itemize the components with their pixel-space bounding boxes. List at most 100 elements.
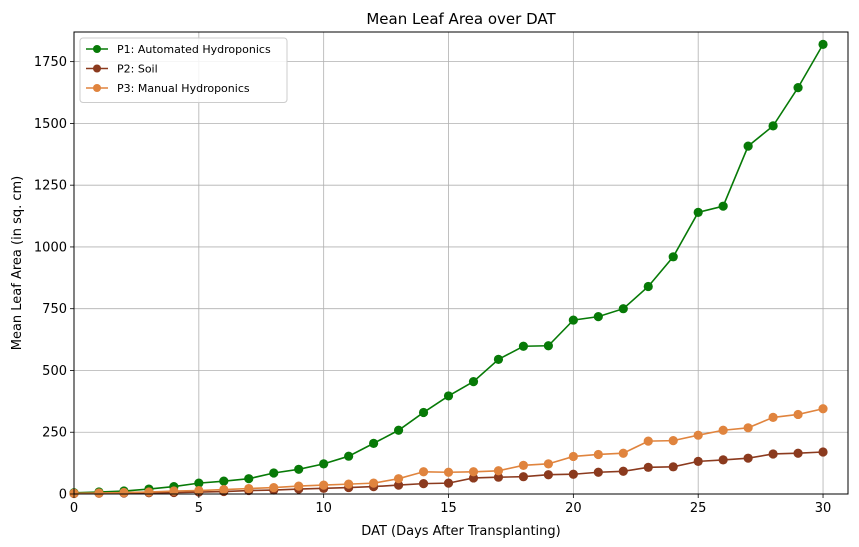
data-point [244, 474, 254, 484]
data-point [718, 201, 728, 211]
x-axis-title: DAT (Days After Transplanting) [361, 524, 560, 539]
data-point [618, 466, 628, 476]
x-tick-label: 15 [440, 501, 457, 516]
data-point [643, 462, 653, 472]
data-point [593, 312, 603, 322]
data-point [568, 451, 578, 462]
data-point [418, 479, 429, 489]
data-point [743, 423, 753, 433]
data-series [69, 39, 828, 499]
data-point [443, 478, 454, 488]
y-tick-label: 750 [42, 302, 67, 317]
data-point [543, 459, 553, 469]
data-point [468, 376, 479, 387]
data-point [768, 449, 778, 459]
data-point [743, 141, 753, 151]
data-point [269, 468, 279, 478]
y-tick-label: 250 [42, 426, 67, 441]
data-point [593, 467, 603, 477]
series-3 [69, 404, 828, 498]
y-tick-label: 1750 [34, 55, 67, 70]
data-point [493, 472, 504, 482]
chart-title: Mean Leaf Area over DAT [366, 10, 556, 28]
data-point [693, 430, 703, 440]
x-tick-label: 30 [815, 501, 832, 516]
legend-marker [93, 84, 101, 92]
data-point [543, 341, 553, 351]
data-point [668, 462, 678, 472]
legend-item: P1: Automated Hydroponics [86, 43, 271, 56]
data-point [743, 453, 753, 463]
data-point [593, 449, 603, 460]
data-point [718, 455, 728, 465]
data-point [518, 341, 529, 351]
data-point [768, 121, 778, 131]
data-point [194, 478, 204, 488]
data-point [793, 448, 803, 458]
data-point [693, 456, 703, 466]
data-point [793, 82, 803, 93]
x-tick-label: 5 [195, 501, 203, 516]
data-point [818, 39, 828, 49]
data-point [319, 459, 329, 469]
data-point [219, 484, 229, 495]
x-tick-label: 10 [315, 501, 332, 516]
legend-marker [93, 45, 101, 53]
data-point [618, 304, 628, 314]
data-point [668, 252, 678, 262]
data-point [793, 409, 803, 420]
legend-item: P2: Soil [86, 63, 158, 76]
data-point [344, 479, 354, 489]
data-point [493, 354, 504, 364]
data-point [443, 391, 454, 401]
y-tick-label: 1000 [34, 240, 67, 255]
data-point [369, 438, 379, 448]
legend-label: P2: Soil [117, 63, 158, 76]
data-point [568, 315, 578, 325]
data-point [369, 478, 379, 488]
x-tick-label: 0 [70, 501, 78, 516]
data-point [169, 486, 179, 496]
data-point [818, 447, 828, 457]
data-point [194, 485, 204, 496]
data-point [294, 464, 304, 474]
data-point [418, 467, 429, 477]
legend-label: P3: Manual Hydroponics [117, 82, 250, 95]
data-point [668, 436, 678, 446]
y-tick-label: 500 [42, 364, 67, 379]
legend-box [79, 37, 288, 103]
y-axis-title: Mean Leaf Area (in sq. cm) [10, 176, 25, 351]
data-point [269, 482, 279, 493]
y-tick-label: 1250 [34, 179, 67, 194]
data-point [618, 448, 628, 458]
y-tick-label: 0 [59, 488, 67, 503]
data-point [643, 281, 653, 292]
legend: P1: Automated Hydroponics P2: Soil P3: Man… [79, 37, 288, 103]
data-point [768, 412, 778, 423]
data-point [643, 436, 653, 446]
legend-label: P1: Automated Hydroponics [117, 43, 271, 56]
data-point [693, 207, 703, 217]
data-point [244, 483, 254, 494]
data-point [518, 472, 529, 482]
data-point [493, 466, 504, 476]
x-tick-label: 25 [690, 501, 707, 516]
data-point [144, 487, 154, 497]
data-point [443, 467, 454, 477]
data-point [393, 474, 404, 484]
data-point [818, 404, 828, 414]
data-point [94, 488, 104, 498]
data-point [393, 425, 404, 435]
data-point [468, 467, 479, 477]
data-point [543, 470, 553, 480]
data-point [119, 487, 129, 498]
y-tick-label: 1500 [34, 117, 67, 132]
data-point [418, 407, 429, 418]
data-point [393, 480, 404, 490]
legend-marker [93, 64, 101, 73]
data-point [718, 425, 728, 435]
x-tick-label: 20 [565, 501, 582, 516]
data-point [219, 476, 229, 486]
data-point [568, 469, 578, 479]
